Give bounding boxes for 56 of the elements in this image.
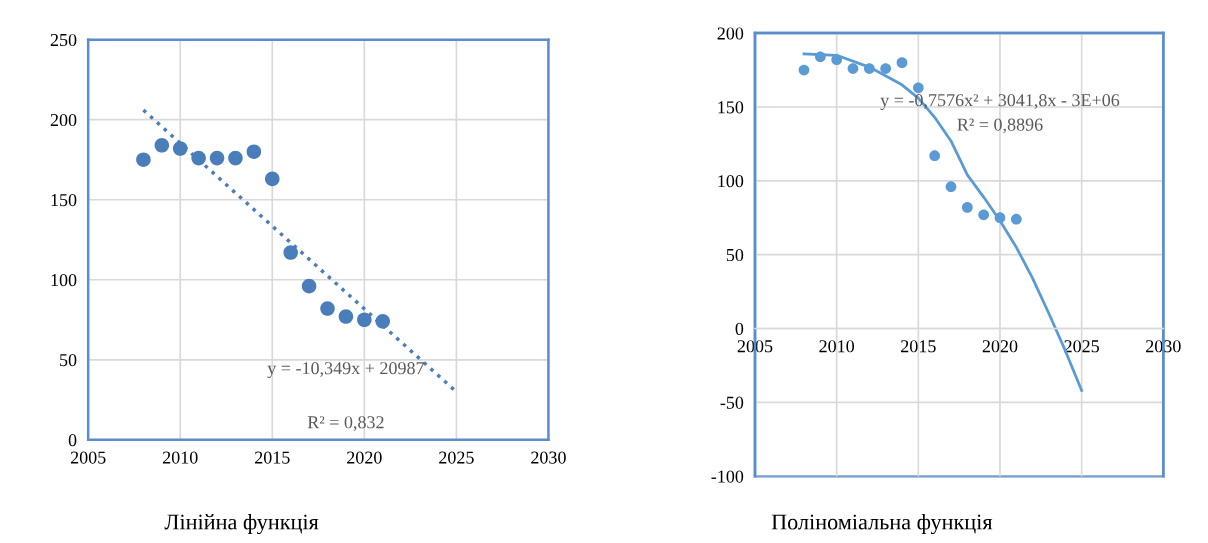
point	[154, 138, 170, 153]
point	[831, 54, 843, 66]
x-tick-label: 2010	[819, 340, 855, 353]
point	[978, 209, 990, 221]
point	[375, 314, 391, 329]
y-tick-label: 50	[60, 354, 77, 367]
annotation: R² = 0,8896	[957, 118, 1043, 134]
point	[961, 202, 973, 213]
point	[814, 51, 826, 63]
point	[265, 171, 280, 187]
x-tick-label: 2025	[1064, 340, 1099, 353]
point	[863, 63, 875, 74]
point	[945, 181, 957, 193]
y-tick-label: 200	[50, 113, 77, 127]
annotation: R² = 0,832	[307, 416, 384, 431]
y-tick-label: -50	[720, 396, 744, 409]
y-tick-label: 100	[718, 175, 744, 188]
x-tick-label: 2010	[162, 451, 198, 464]
y-tick-label: -100	[711, 470, 744, 483]
x-tick-label: 2020	[982, 340, 1018, 353]
point	[338, 309, 354, 324]
y-tick-label: 150	[718, 101, 744, 114]
y-tick-label: 150	[51, 193, 77, 207]
x-tick-label: 2025	[439, 451, 474, 464]
point	[880, 63, 892, 74]
point	[172, 141, 188, 156]
y-tick-label: 250	[50, 33, 77, 47]
text: Лінійна функція	[164, 513, 319, 535]
point	[798, 64, 810, 76]
point	[896, 57, 908, 69]
point	[320, 301, 335, 316]
point	[912, 82, 924, 94]
point	[283, 245, 298, 260]
text: Поліноміальна функція	[771, 513, 993, 535]
x-tick-label: 2015	[901, 340, 936, 353]
point	[246, 144, 262, 159]
point	[228, 150, 243, 166]
point	[1010, 213, 1022, 225]
y-tick-label: 200	[717, 27, 744, 40]
point	[357, 312, 372, 328]
point	[209, 150, 225, 166]
annotation: y = -10,349x + 20987	[267, 362, 425, 378]
point	[191, 150, 206, 166]
point	[136, 152, 151, 167]
y-tick-label: 50	[726, 248, 744, 262]
point	[847, 63, 859, 74]
y-tick-label: 0	[735, 322, 744, 335]
x-tick-label: 2005	[70, 451, 106, 464]
y-tick-label: 0	[68, 434, 77, 447]
x-tick-label: 2015	[255, 451, 290, 464]
x-tick-label: 2030	[531, 451, 566, 464]
point	[301, 278, 317, 294]
point	[929, 150, 941, 162]
y-tick-label: 100	[51, 274, 77, 287]
x-tick-label: 2020	[347, 451, 382, 464]
point	[994, 212, 1006, 224]
